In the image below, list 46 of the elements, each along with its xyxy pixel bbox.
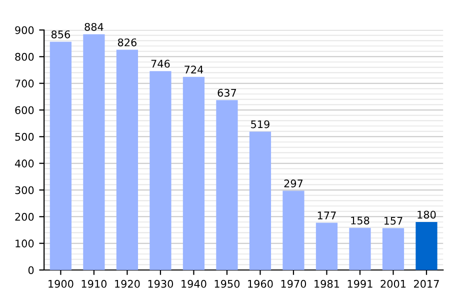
data-label: 158 xyxy=(351,216,370,224)
bar xyxy=(182,76,205,270)
x-tick-label: 1970 xyxy=(281,280,306,288)
y-tick-label: 500 xyxy=(15,132,34,141)
x-tick-label: 1930 xyxy=(148,280,174,288)
x-tick-label: 1920 xyxy=(115,280,140,288)
y-tick-label: 700 xyxy=(15,80,34,88)
data-label: 856 xyxy=(51,30,70,38)
x-tick-label: 1910 xyxy=(82,280,107,288)
bar xyxy=(316,222,338,270)
data-label: 884 xyxy=(84,22,104,31)
x-tick-label: 1960 xyxy=(248,280,273,288)
data-label: 826 xyxy=(118,38,136,46)
bar xyxy=(249,132,272,270)
bar xyxy=(282,190,304,270)
y-tick-label: 900 xyxy=(15,26,34,34)
data-label: 746 xyxy=(151,60,170,68)
bar xyxy=(150,71,172,270)
data-label: 177 xyxy=(318,212,336,220)
data-label: 157 xyxy=(384,216,402,225)
data-label: 637 xyxy=(218,88,236,97)
data-label: 297 xyxy=(284,180,303,188)
x-tick-label: 1950 xyxy=(214,280,240,288)
y-tick-label: 200 xyxy=(15,212,34,221)
bar xyxy=(116,50,138,270)
y-tick-label: 800 xyxy=(15,52,34,61)
bar xyxy=(382,228,404,270)
bar xyxy=(216,100,238,270)
x-tick-label: 1900 xyxy=(48,280,74,288)
bar xyxy=(50,42,72,270)
x-tick-label: 2001 xyxy=(380,280,406,288)
y-tick-label: 0 xyxy=(28,266,34,274)
x-tick-label: 2017 xyxy=(414,280,439,288)
y-tick-label: 600 xyxy=(15,106,34,114)
x-tick-label: 1940 xyxy=(182,280,206,288)
bar xyxy=(349,228,371,270)
y-tick-label: 400 xyxy=(14,160,34,168)
y-tick-label: 100 xyxy=(16,240,34,248)
x-tick-label: 1991 xyxy=(348,280,372,288)
data-label: 519 xyxy=(251,120,270,128)
x-tick-label: 1981 xyxy=(314,280,340,288)
data-label: 724 xyxy=(184,66,204,74)
bar xyxy=(83,34,105,270)
bar xyxy=(416,222,438,270)
data-label: 180 xyxy=(418,210,436,219)
y-tick-label: 300 xyxy=(15,186,34,194)
